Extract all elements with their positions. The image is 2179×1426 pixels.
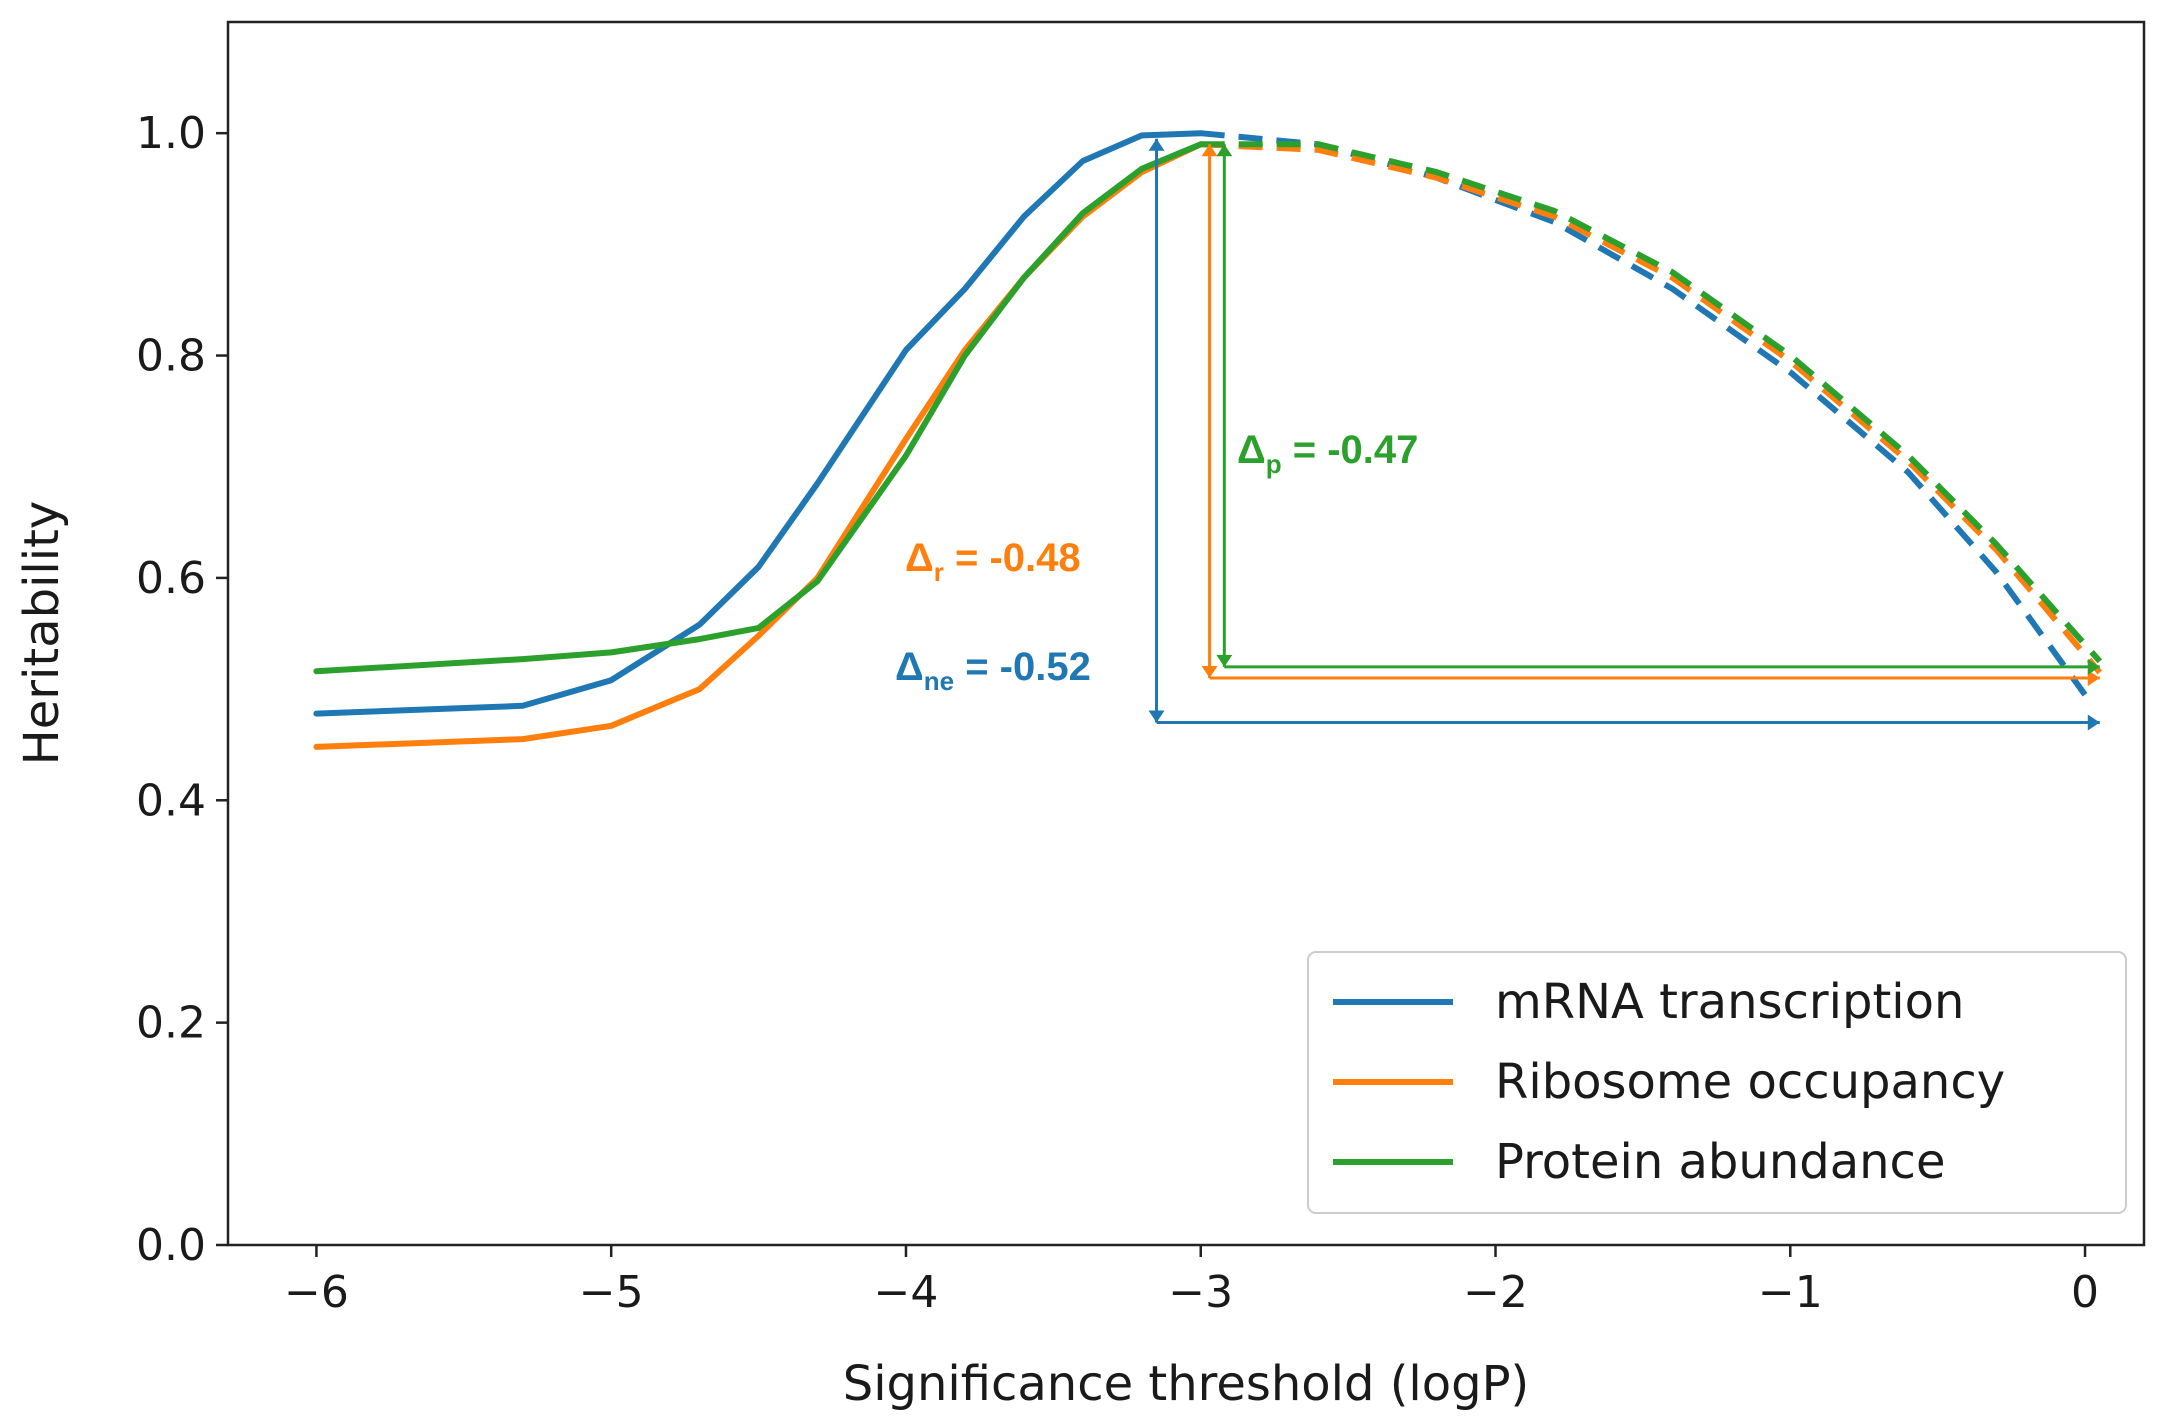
x-tick-label: −6 <box>284 1267 349 1318</box>
x-tick-label: −5 <box>579 1267 644 1318</box>
series-dashed-mrna-transcription <box>1200 130 2088 697</box>
legend-label-protein-abundance: Protein abundance <box>1495 1134 1945 1190</box>
arrowhead <box>2087 714 2100 731</box>
x-tick-label: −2 <box>1463 1267 1528 1318</box>
arrowhead <box>1216 144 1233 157</box>
legend-label-mrna-transcription: mRNA transcription <box>1495 974 1964 1030</box>
delta-label: Δr = -0.48 <box>905 536 1081 587</box>
y-tick-label: 1.0 <box>136 108 206 159</box>
arrowhead <box>2087 658 2100 675</box>
y-tick-label: 0.8 <box>136 331 206 382</box>
delta-label: Δp = -0.47 <box>1237 428 1418 479</box>
delta-annotations: Δne = -0.52 Δr = -0.48 Δp = -0.47 <box>895 138 2100 731</box>
x-axis-title: Significance threshold (logP) <box>843 1356 1530 1412</box>
series-group <box>313 130 2103 750</box>
x-tick-label: 0 <box>2071 1267 2099 1318</box>
plot-frame <box>226 20 2146 1247</box>
tick-group: −6 −5 −4 −3 −2 −1 0 0.0 0.2 0.4 0.6 0.8 1.0 <box>136 108 2099 1318</box>
series-line-mrna-transcription <box>313 130 1204 717</box>
x-tick-label: −3 <box>1168 1267 1233 1318</box>
arrowhead <box>1216 654 1233 667</box>
y-tick-label: 0.0 <box>136 1220 206 1271</box>
legend: mRNA transcription Ribosome occupancy Prot… <box>1307 951 2127 1214</box>
series-dashed-protein-abundance <box>1200 141 2103 664</box>
y-tick-label: 0.6 <box>136 553 206 604</box>
arrowhead <box>1201 665 1218 678</box>
y-axis-title: Heritability <box>14 501 70 766</box>
legend-label-ribosome-occupancy: Ribosome occupancy <box>1495 1054 2005 1110</box>
arrowhead <box>2087 669 2100 686</box>
x-tick-label: −1 <box>1758 1267 1823 1318</box>
axes <box>226 20 2146 1247</box>
delta-label: Δne = -0.52 <box>895 645 1091 696</box>
y-tick-label: 0.2 <box>136 998 206 1049</box>
arrowhead <box>1201 144 1218 157</box>
x-tick-label: −4 <box>874 1267 939 1318</box>
series-dashed-ribosome-occupancy <box>1200 141 2103 675</box>
arrowhead <box>1148 710 1165 723</box>
series-line-protein-abundance <box>313 141 1204 675</box>
delta-annotation-r: Δr = -0.48 <box>905 144 2100 686</box>
delta-annotation-ne: Δne = -0.52 <box>895 138 2100 731</box>
delta-annotation-p: Δp = -0.47 <box>1216 144 2100 675</box>
y-tick-label: 0.4 <box>136 775 206 826</box>
arrowhead <box>1148 138 1165 151</box>
legend-box <box>1307 951 2127 1214</box>
